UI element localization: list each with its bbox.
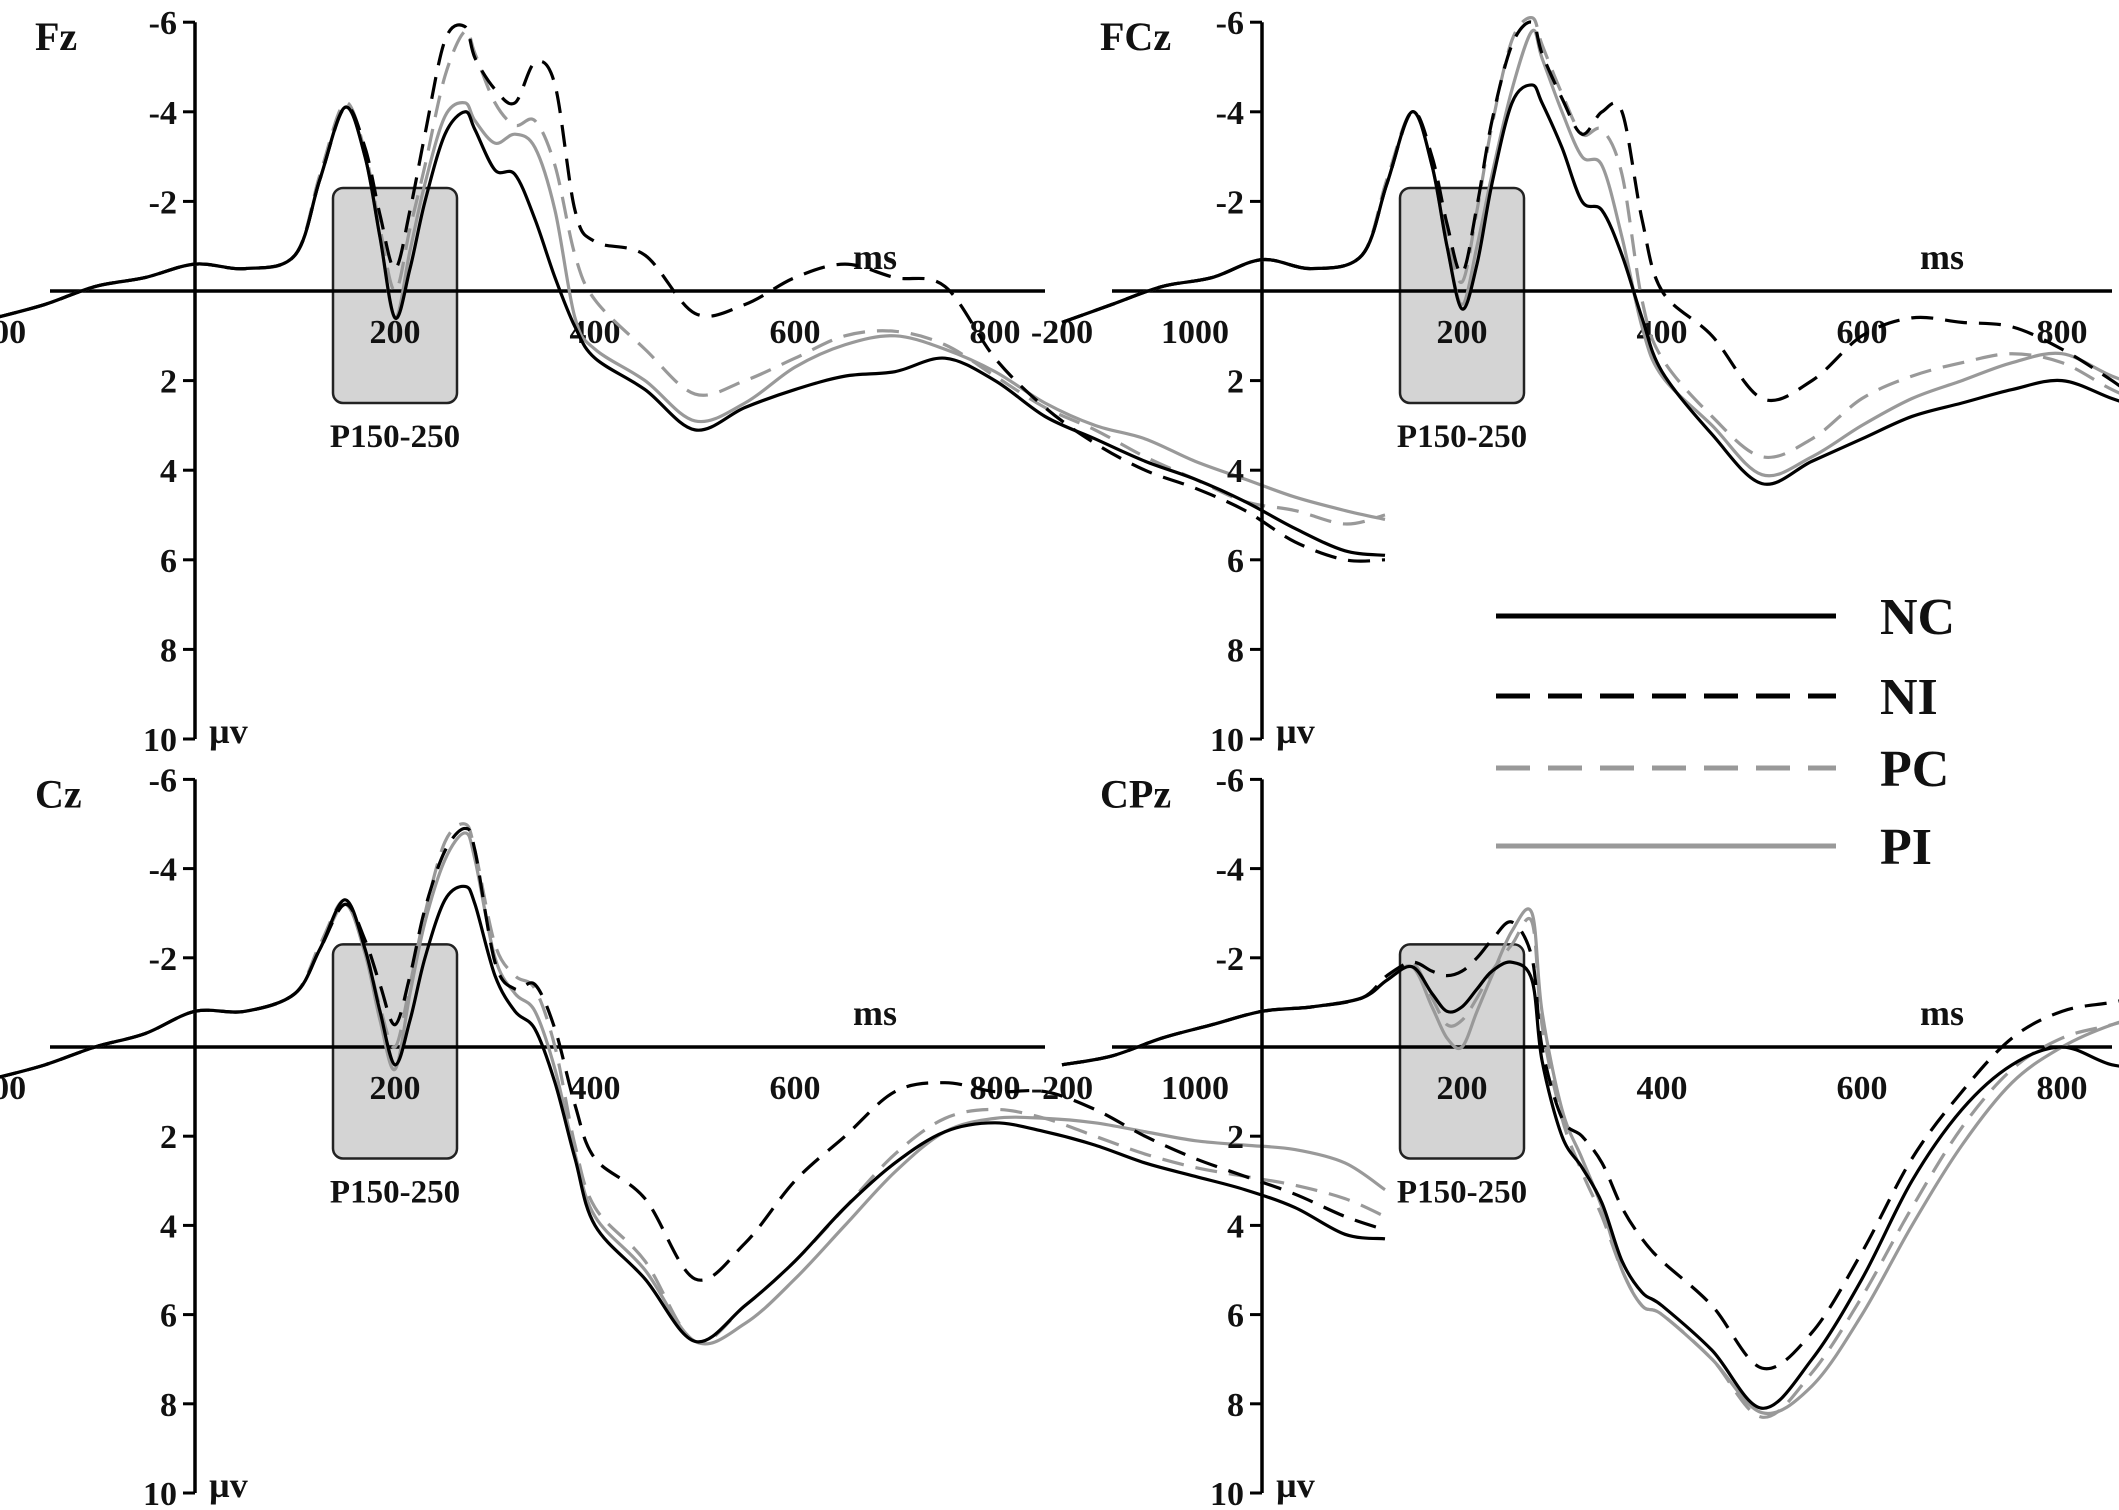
x-tick-label: -200: [1031, 1070, 1093, 1107]
electrode-label: CPz: [1100, 771, 1171, 816]
y-tick-label: 10: [143, 1476, 177, 1510]
y-axis-label: µv: [1276, 1465, 1315, 1505]
y-tick-label: -2: [1216, 941, 1244, 978]
y-tick-label: 10: [1210, 722, 1244, 759]
time-window-box: [331, 186, 459, 405]
series-line-nc: [0, 884, 1386, 1344]
y-axis-label: µv: [1276, 711, 1315, 751]
y-tick-label: 2: [1227, 364, 1244, 401]
series-line-nc: [0, 105, 1386, 557]
y-tick-label: 6: [1227, 543, 1244, 580]
x-tick-label: 200: [370, 1070, 421, 1107]
y-tick-label: 6: [160, 1298, 177, 1335]
legend-label: NI: [1880, 669, 1938, 726]
legend-item-pc: PC: [1496, 741, 1949, 798]
y-tick-label: 4: [1227, 453, 1244, 490]
legend: NC NI PC PI: [1496, 589, 1955, 876]
series-line-ni: [1061, 920, 2119, 1371]
panel-fz: -6-4-2246810-2002004006008001000FzmsµvP1…: [0, 5, 1386, 759]
panel-cz: -6-4-2246810-2002004006008001000CzmsµvP1…: [0, 762, 1386, 1510]
x-tick-label: 600: [770, 314, 821, 351]
x-tick-label: 600: [1837, 314, 1888, 351]
x-tick-label: 800: [2037, 314, 2088, 351]
y-tick-label: 2: [1227, 1119, 1244, 1156]
electrode-label: FCz: [1100, 14, 1171, 59]
panel-fcz: -6-4-2246810-2002004006008001000FCzmsµvP…: [1031, 5, 2119, 759]
series-line-ni: [0, 23, 1386, 563]
legend-label: PI: [1880, 819, 1932, 876]
legend-item-nc: NC: [1496, 589, 1955, 646]
y-axis-label: µv: [209, 1465, 248, 1505]
time-window-label: P150-250: [330, 1175, 460, 1211]
x-tick-label: 600: [770, 1070, 821, 1107]
electrode-label: Fz: [35, 14, 77, 59]
electrode-label: Cz: [35, 771, 82, 816]
y-tick-label: 8: [160, 632, 177, 669]
x-tick-label: 200: [1437, 1070, 1488, 1107]
x-axis-label: ms: [1920, 237, 1964, 277]
y-tick-label: -4: [1216, 852, 1244, 889]
y-tick-label: -2: [149, 941, 177, 978]
x-tick-label: 1000: [1161, 1070, 1229, 1107]
panels: -6 -4 -2 2 4 6 8 10 -200 200 400 600 800 1000 Fz ms µv P1…: [0, 5, 2119, 1510]
x-tick-label: 200: [1437, 314, 1488, 351]
time-window-label: P150-250: [330, 419, 460, 455]
x-tick-label: 800: [2037, 1070, 2088, 1107]
series-line-pi: [1061, 907, 2119, 1416]
legend-item-pi: PI: [1496, 819, 1932, 876]
x-tick-label: 400: [570, 1070, 621, 1107]
x-axis-label: ms: [853, 993, 897, 1033]
y-tick-label: 2: [160, 364, 177, 401]
y-tick-label: 4: [160, 453, 177, 490]
x-tick-label: -200: [1031, 314, 1093, 351]
y-tick-label: -6: [149, 762, 177, 799]
legend-label: PC: [1880, 741, 1949, 798]
legend-item-ni: NI: [1496, 669, 1938, 726]
y-tick-label: 4: [160, 1208, 177, 1245]
y-tick-label: -4: [149, 852, 177, 889]
legend-label: NC: [1880, 589, 1955, 646]
x-tick-label: 200: [370, 314, 421, 351]
series-line-ni: [0, 826, 1386, 1282]
x-tick-label: 400: [1637, 1070, 1688, 1107]
y-tick-label: 2: [160, 1119, 177, 1156]
x-tick-label: 600: [1837, 1070, 1888, 1107]
y-tick-label: 6: [160, 543, 177, 580]
y-tick-label: 4: [1227, 1208, 1244, 1245]
y-tick-label: 10: [1210, 1476, 1244, 1510]
time-window-label: P150-250: [1397, 1175, 1527, 1211]
panel-cpz: -6 -4 -2 2 4 6 8 10 -200 200 400 600 800 1000 CPz ms µv P…: [1031, 762, 2119, 1510]
y-tick-label: -6: [1216, 762, 1244, 799]
y-tick-label: 8: [160, 1387, 177, 1424]
y-tick-label: -6: [149, 5, 177, 42]
time-window-label: P150-250: [1397, 419, 1527, 455]
y-tick-label: -6: [1216, 5, 1244, 42]
y-tick-label: -2: [1216, 184, 1244, 221]
series-line-pc: [0, 28, 1386, 526]
time-window-box: [331, 943, 459, 1160]
y-tick-label: 8: [1227, 1387, 1244, 1424]
series-line-nc: [1061, 960, 2119, 1410]
x-tick-label: 1000: [1161, 314, 1229, 351]
y-tick-label: 8: [1227, 632, 1244, 669]
x-tick-label: 800: [970, 314, 1021, 351]
y-tick-label: 6: [1227, 1298, 1244, 1335]
y-tick-label: -2: [149, 184, 177, 221]
x-tick-label: -200: [0, 314, 26, 351]
series-line-nc: [1061, 83, 2119, 486]
y-tick-label: -4: [1216, 95, 1244, 132]
y-axis-label: µv: [209, 711, 248, 751]
y-tick-label: 10: [143, 722, 177, 759]
x-axis-label: ms: [1920, 993, 1964, 1033]
y-tick-label: -4: [149, 95, 177, 132]
time-window-box: [1398, 186, 1526, 405]
